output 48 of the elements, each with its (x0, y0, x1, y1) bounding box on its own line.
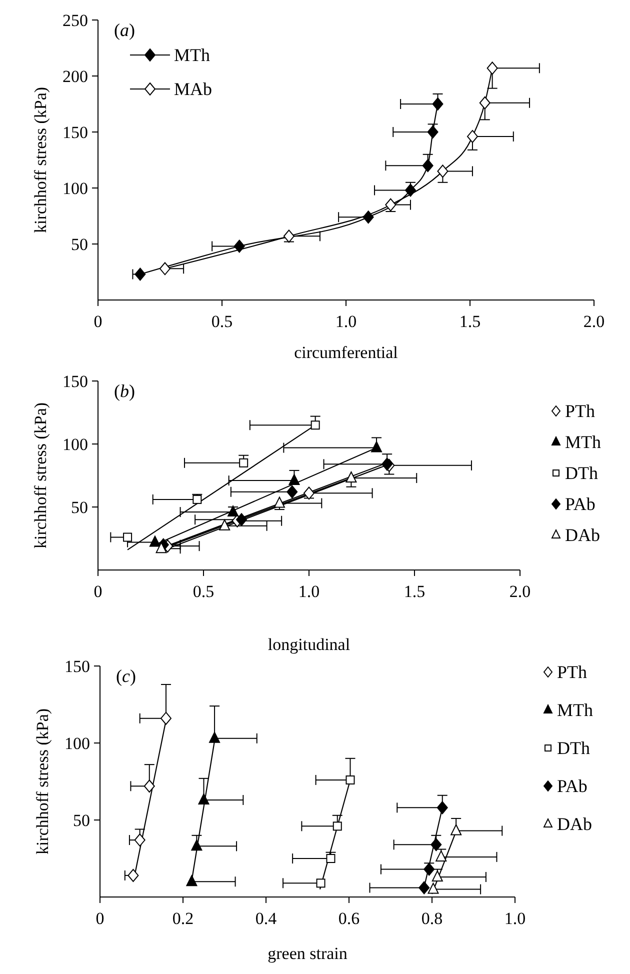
y-axis-title: kirchhoff stress (kPa) (31, 86, 50, 234)
legend-label: MTh (557, 700, 593, 720)
x-tick-label: 0 (94, 312, 102, 331)
x-tick-label: 1.5 (404, 582, 426, 601)
legend-label: PTh (557, 662, 588, 682)
legend-label: DTh (565, 463, 598, 483)
x-tick-label: 1.0 (298, 582, 320, 601)
y-axis-title: kirchhoff stress (kPa) (33, 708, 52, 855)
legend-label: PAb (557, 776, 588, 796)
y-tick-label: 100 (62, 179, 88, 198)
x-axis-title: green strain (268, 944, 348, 963)
x-tick-label: 0.8 (421, 909, 443, 928)
legend-label: PAb (565, 494, 596, 514)
y-tick-label: 50 (71, 235, 88, 254)
x-tick-label: 1.0 (504, 909, 526, 928)
chart-title: (c) (116, 666, 136, 686)
legend-label: DAb (557, 814, 592, 834)
y-tick-label: 150 (62, 123, 88, 142)
y-tick-label: 100 (64, 734, 90, 753)
x-tick-label: 0 (94, 582, 102, 601)
x-tick-label: 0.4 (255, 909, 278, 928)
x-tick-label: 0 (96, 909, 104, 928)
legend-label: PTh (565, 401, 596, 421)
y-axis-title: kirchhoff stress (kPa) (31, 402, 50, 549)
x-tick-label: 0.2 (172, 909, 194, 928)
x-tick-label: 2.0 (509, 582, 531, 601)
x-tick-label: 1.5 (459, 312, 481, 331)
y-tick-label: 50 (71, 498, 88, 517)
y-tick-label: 200 (62, 67, 88, 86)
legend-label: MTh (565, 432, 601, 452)
y-tick-label: 150 (62, 372, 88, 391)
legend-label: DTh (557, 738, 590, 758)
x-axis-title: circumferential (294, 343, 398, 362)
y-tick-label: 100 (62, 435, 88, 454)
legend-label: DAb (565, 525, 600, 545)
chart-title: (a) (114, 20, 135, 40)
x-tick-label: 0.6 (338, 909, 360, 928)
chart-title: (b) (114, 381, 135, 401)
x-tick-label: 1.0 (335, 312, 357, 331)
y-tick-label: 150 (64, 657, 90, 676)
x-tick-label: 0.5 (192, 582, 214, 601)
x-axis-title: longitudinal (268, 635, 350, 654)
legend-label: MTh (174, 45, 210, 65)
legend-label: MAb (174, 79, 212, 99)
x-tick-label: 0.5 (211, 312, 233, 331)
x-tick-label: 2.0 (583, 312, 605, 331)
y-tick-label: 50 (73, 811, 90, 830)
y-tick-label: 250 (62, 11, 88, 30)
